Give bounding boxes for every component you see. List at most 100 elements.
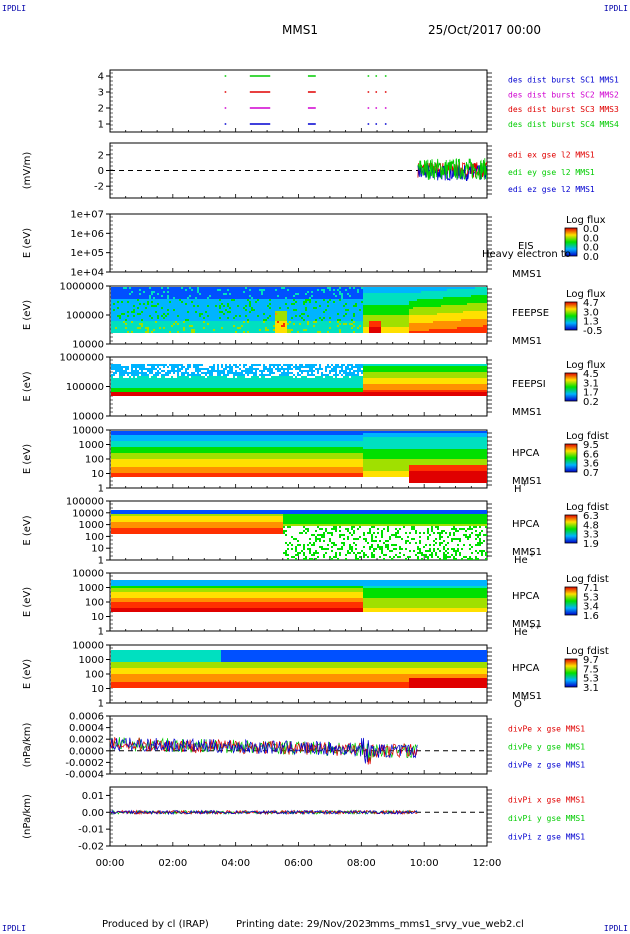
heatmap-cell [419,289,421,291]
heatmap-cell [223,291,225,293]
heatmap-cell [483,309,485,311]
heatmap-cell [163,311,165,313]
heatmap-cell [243,321,245,323]
heatmap-cell [383,325,385,327]
heatmap-cell [323,313,325,315]
heatmap-cell [335,325,337,327]
heatmap-cell [429,293,431,295]
heatmap-cell [195,319,197,321]
heatmap-cell [457,315,459,317]
heatmap-cell [327,329,329,331]
heatmap-cell [425,303,427,305]
heatmap-cell [287,319,289,321]
heatmap-cell [435,321,437,323]
heatmap-cell [305,297,307,299]
heatmap-cell [213,303,215,305]
heatmap-cell [323,297,325,299]
heatmap-cell [477,325,479,327]
heatmap-cell [439,311,441,313]
heatmap-cell [213,317,215,319]
heatmap-cell [473,305,475,307]
heatmap-cell [403,307,405,309]
heatmap-cell [197,305,199,307]
heatmap-cell [135,366,137,368]
heatmap-cell [169,289,171,291]
heatmap-cell [363,317,365,319]
heatmap-cell [239,291,241,293]
heatmap-cell [361,307,363,309]
heatmap-cell [319,331,321,333]
heatmap-cell [413,327,415,329]
heatmap-cell [175,289,177,291]
heatmap-cell [139,392,141,394]
heatmap-cell [383,293,385,295]
heatmap-cell [319,295,321,297]
heatmap-cell [117,384,119,386]
heatmap-cell [439,297,441,299]
heatmap-cell [239,325,241,327]
heatmap-cell [221,291,223,293]
heatmap-cell [181,309,183,311]
heatmap-cell [477,291,479,293]
heatmap-cell [135,303,137,305]
heatmap-cell [167,309,169,311]
heatmap-cell [379,323,381,325]
heatmap-cell [421,315,423,317]
heatmap-cell [455,327,457,329]
heatmap-cell [247,289,249,291]
heatmap-cell [261,303,263,305]
heatmap-cell [429,311,431,313]
heatmap-cell [321,295,323,297]
heatmap-cell [407,309,409,311]
heatmap-cell [441,307,443,309]
heatmap-cell [455,295,457,297]
heatmap-cell [307,331,309,333]
heatmap-cell [435,297,437,299]
heatmap-cell [317,305,319,307]
heatmap-cell [113,394,115,396]
heatmap-cell [343,309,345,311]
heatmap-cell [365,313,367,315]
heatmap-cell [141,317,143,319]
heatmap-cell [229,327,231,329]
heatmap-cell [207,323,209,325]
heatmap-cell [249,323,251,325]
heatmap-cell [475,301,477,303]
spacecraft-label: MMS1 [512,269,542,280]
heatmap-cell [199,293,201,295]
heatmap-cell [121,293,123,295]
heatmap-cell [353,313,355,315]
heatmap-cell [335,299,337,301]
heatmap-cell [419,299,421,301]
heatmap-cell [235,311,237,313]
heatmap-cell [127,295,129,297]
heatmap-cell [365,287,367,289]
heatmap-cell [461,323,463,325]
heatmap-cell [155,331,157,333]
heatmap-cell [383,313,385,315]
heatmap-cell [145,299,147,301]
heatmap-cell [445,329,447,331]
heatmap-cell [231,327,233,329]
heatmap-cell [213,315,215,317]
heatmap-cell [261,315,263,317]
heatmap-cell [247,301,249,303]
heatmap-cell [179,329,181,331]
y-tick-label: 1000000 [59,282,104,293]
heatmap-cell [417,325,419,327]
heatmap-cell [217,311,219,313]
heatmap-cell [119,368,121,370]
heatmap-cell [387,331,389,333]
heatmap-cell [263,293,265,295]
heatmap-cell [259,301,261,303]
heatmap-cell [269,305,271,307]
heatmap-cell [311,323,313,325]
heatmap-cell [261,327,263,329]
heatmap-cell [463,305,465,307]
heatmap-cell [283,323,285,325]
heatmap-cell [427,323,429,325]
heatmap-cell [201,297,203,299]
heatmap-cell [225,309,227,311]
heatmap-cell [115,287,117,289]
heatmap-cell [255,321,257,323]
